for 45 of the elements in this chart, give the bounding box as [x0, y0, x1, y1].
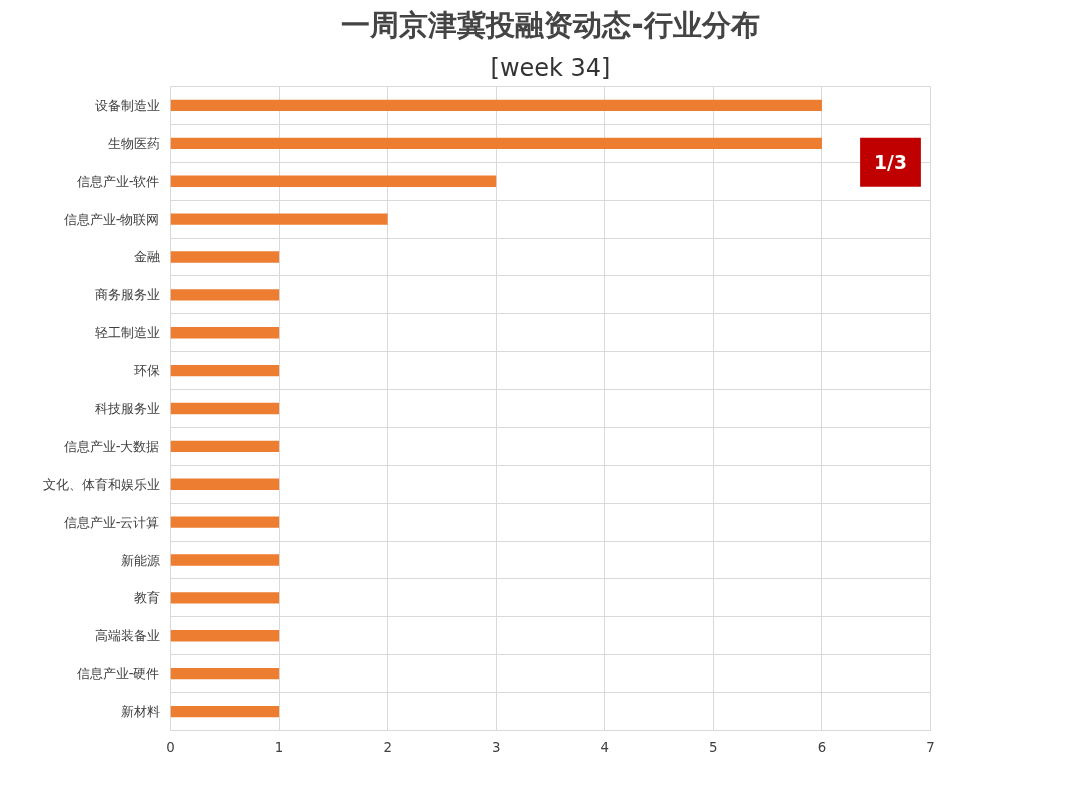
bar [170, 289, 280, 301]
y-tick-label: 商务服务业 [94, 287, 160, 303]
x-tick-label: 3 [491, 739, 501, 755]
y-tick-label: 金融 [133, 249, 160, 265]
y-tick-label: 新材料 [120, 704, 160, 720]
bar [170, 592, 280, 604]
bar [170, 327, 280, 339]
annotation: 1/3 [874, 151, 907, 173]
x-tick-label: 0 [166, 739, 175, 755]
y-tick-label: 高端装备业 [94, 628, 160, 644]
x-tick-label: 4 [600, 739, 610, 755]
bar [170, 667, 280, 680]
y-tick-label: 轻工制造业 [94, 325, 160, 341]
y-tick-label: 信息产业-大数据 [63, 438, 160, 454]
bar [170, 175, 497, 187]
y-tick-label: 环保 [133, 363, 160, 379]
chart-subtitle: [week 34] [490, 53, 611, 82]
y-tick-label: 教育 [133, 590, 160, 606]
x-tick-label: 7 [926, 739, 935, 755]
bar [170, 251, 280, 263]
y-tick-label: 设备制造业 [94, 97, 160, 113]
bar [170, 516, 280, 528]
y-tick-label: 信息产业-软件 [76, 173, 160, 189]
x-tick-label: 2 [383, 739, 392, 755]
bar [170, 402, 280, 415]
x-tick-label: 1 [274, 739, 284, 755]
y-tick-label: 信息产业-硬件 [76, 666, 160, 682]
y-tick-label: 新能源 [120, 552, 160, 568]
y-tick-label: 科技服务业 [94, 401, 160, 416]
bar [170, 99, 822, 112]
y-tick-label: 信息产业-云计算 [63, 514, 160, 530]
y-tick-label: 信息产业-物联网 [63, 211, 160, 227]
chart-title: 一周京津冀投融资动态-行业分布 [341, 7, 760, 42]
bar [170, 478, 280, 490]
bar [170, 213, 388, 225]
bar [170, 137, 822, 150]
x-tick-label: 5 [709, 739, 718, 755]
bar [170, 705, 280, 718]
bar [170, 554, 280, 566]
bar [170, 440, 280, 453]
x-tick-label: 6 [817, 739, 827, 755]
bar [170, 630, 280, 642]
y-tick-label: 生物医药 [107, 135, 160, 151]
bar [170, 364, 280, 377]
y-tick-label: 文化、体育和娱乐业 [42, 476, 160, 492]
